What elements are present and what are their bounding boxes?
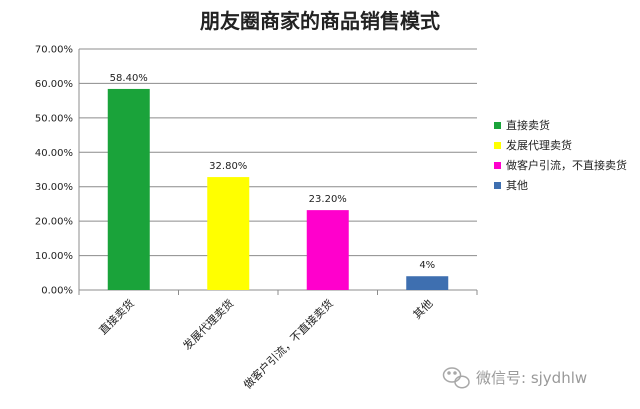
y-tick-label: 10.00%: [35, 251, 73, 262]
data-label: 23.20%: [309, 194, 347, 205]
watermark-text: 微信号: sjydhlw: [476, 369, 587, 387]
y-tick-label: 40.00%: [35, 148, 73, 159]
y-tick-label: 0.00%: [41, 286, 73, 297]
data-label: 4%: [419, 260, 435, 271]
y-tick-label: 60.00%: [35, 79, 73, 90]
bar: [207, 177, 250, 290]
category-label: 其他: [411, 297, 436, 322]
legend-swatch: [494, 142, 501, 149]
axes: 0.00% 10.00% 20.00% 30.00% 40.00% 50.00% 60.00…: [35, 45, 478, 297]
watermark: 微信号: sjydhlw: [442, 367, 587, 389]
wechat-icon: [442, 367, 470, 389]
legend-label: 做客户引流，不直接卖货: [506, 158, 627, 172]
legend-swatch: [494, 162, 501, 169]
category-label: 发展代理卖货: [180, 296, 237, 353]
bars: [107, 88, 449, 291]
bar: [406, 276, 449, 290]
legend-label: 发展代理卖货: [506, 138, 572, 152]
y-tick-label: 70.00%: [35, 45, 73, 56]
category-label: 直接卖货: [96, 296, 137, 337]
legend-label: 直接卖货: [506, 118, 550, 132]
category-labels: 直接卖货 发展代理卖货 做客户引流，不直接卖货 其他: [96, 296, 436, 391]
data-label: 32.80%: [209, 161, 247, 172]
bar: [107, 88, 150, 291]
legend-swatch: [494, 122, 501, 129]
y-tick-label: 20.00%: [35, 217, 73, 228]
y-tick-label: 50.00%: [35, 113, 73, 124]
chart-title: 朋友圈商家的商品销售模式: [200, 9, 440, 33]
y-tick-label: 30.00%: [35, 182, 73, 193]
bar: [306, 210, 349, 290]
data-label: 58.40%: [110, 73, 148, 84]
legend-swatch: [494, 182, 501, 189]
category-label: 做客户引流，不直接卖货: [240, 296, 335, 391]
data-labels: 58.40% 32.80% 23.20% 4%: [110, 73, 436, 271]
legend-label: 其他: [506, 179, 528, 192]
